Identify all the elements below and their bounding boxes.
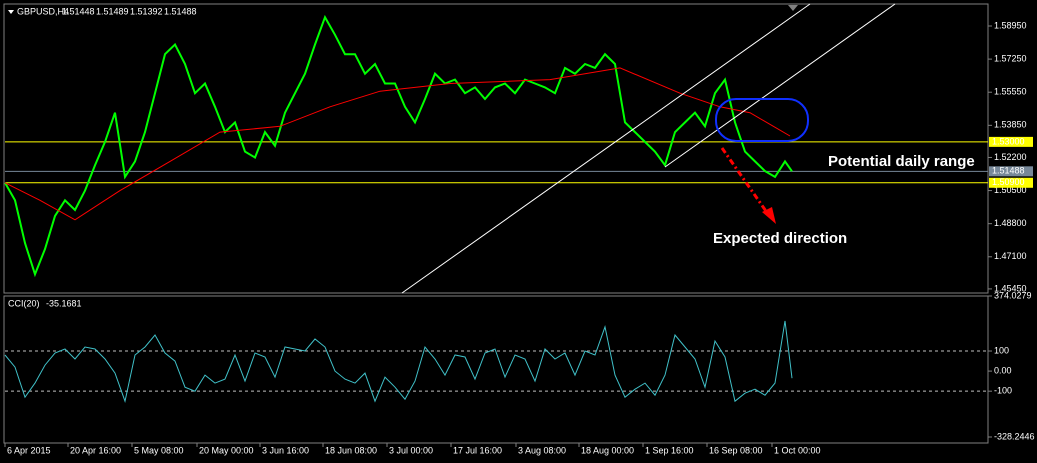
y-tick-label: 1.57250 <box>994 53 1027 63</box>
x-tick-label: 6 Apr 2015 <box>7 445 51 455</box>
x-tick-label: 3 Jul 00:00 <box>389 445 433 455</box>
ohlc-value: 1.51448 <box>62 6 95 16</box>
x-tick-label: 5 May 08:00 <box>134 445 184 455</box>
annotation: Expected direction <box>713 230 847 247</box>
series-line <box>4 14 793 278</box>
shift-marker <box>788 5 798 11</box>
x-tick-label: 3 Aug 08:00 <box>518 445 566 455</box>
cci-panel <box>3 295 989 444</box>
h-line-label: 1.51488 <box>992 166 1025 176</box>
channel-lower <box>664 3 896 168</box>
y-tick-label: 1.45450 <box>994 283 1027 293</box>
y-tick-label: -100 <box>994 386 1012 396</box>
x-tick-label: 1 Sep 16:00 <box>645 445 694 455</box>
indicator-value: -35.1681 <box>46 298 82 308</box>
x-tick-label: 20 May 00:00 <box>199 445 254 455</box>
chart-title: GBPUSD,H4 <box>17 6 69 16</box>
y-tick-label: 1.48800 <box>994 218 1027 228</box>
ohlc-value: 1.51489 <box>96 6 129 16</box>
h-line-tag <box>989 166 1033 177</box>
indicator-title: CCI(20) <box>8 298 40 308</box>
h-line-label: 1.53000 <box>992 136 1025 146</box>
x-tick-label: 16 Sep 08:00 <box>709 445 763 455</box>
y-tick-label: 1.58950 <box>994 20 1027 30</box>
y-tick-label: 1.53850 <box>994 120 1027 130</box>
x-tick-label: 3 Jun 16:00 <box>262 445 309 455</box>
h-line-tag <box>989 177 1033 188</box>
channel-upper <box>401 3 811 294</box>
x-tick-label: 1 Oct 00:00 <box>774 445 821 455</box>
x-tick-label: 18 Jun 08:00 <box>325 445 377 455</box>
menu-marker <box>8 10 14 14</box>
y-tick-label: 1.47100 <box>994 251 1027 261</box>
x-tick-label: 17 Jul 16:00 <box>453 445 502 455</box>
y-tick-label: -328.2446 <box>994 431 1035 441</box>
x-tick-label: 20 Apr 16:00 <box>70 445 121 455</box>
direction-arrow <box>720 147 770 215</box>
y-tick-label: 1.52200 <box>994 152 1027 162</box>
range-highlight <box>715 98 809 142</box>
series-line <box>4 320 793 404</box>
price-plot: 1.58950 1.57250 1.55550 1.53850 1.52200 1.505… <box>4 14 1033 293</box>
y-tick-label: 0.00 <box>994 365 1012 375</box>
ohlc-value: 1.51488 <box>164 6 197 16</box>
annotation: Potential daily range <box>828 153 975 170</box>
h-line-label: 1.50900 <box>992 177 1025 187</box>
y-tick-label: 1.55550 <box>994 87 1027 97</box>
y-tick-label: 1.50500 <box>994 185 1027 195</box>
arrow-head <box>762 207 776 224</box>
ohlc-value: 1.51392 <box>130 6 163 16</box>
series-line <box>4 67 791 221</box>
cci-plot: 374.0279 100 0.00 -100 -328.2446 <box>4 290 1035 441</box>
h-line-tag <box>989 136 1033 147</box>
price-panel <box>3 3 989 294</box>
y-tick-label: 374.0279 <box>994 290 1032 300</box>
x-tick-label: 18 Aug 00:00 <box>581 445 634 455</box>
y-tick-label: 100 <box>994 345 1009 355</box>
